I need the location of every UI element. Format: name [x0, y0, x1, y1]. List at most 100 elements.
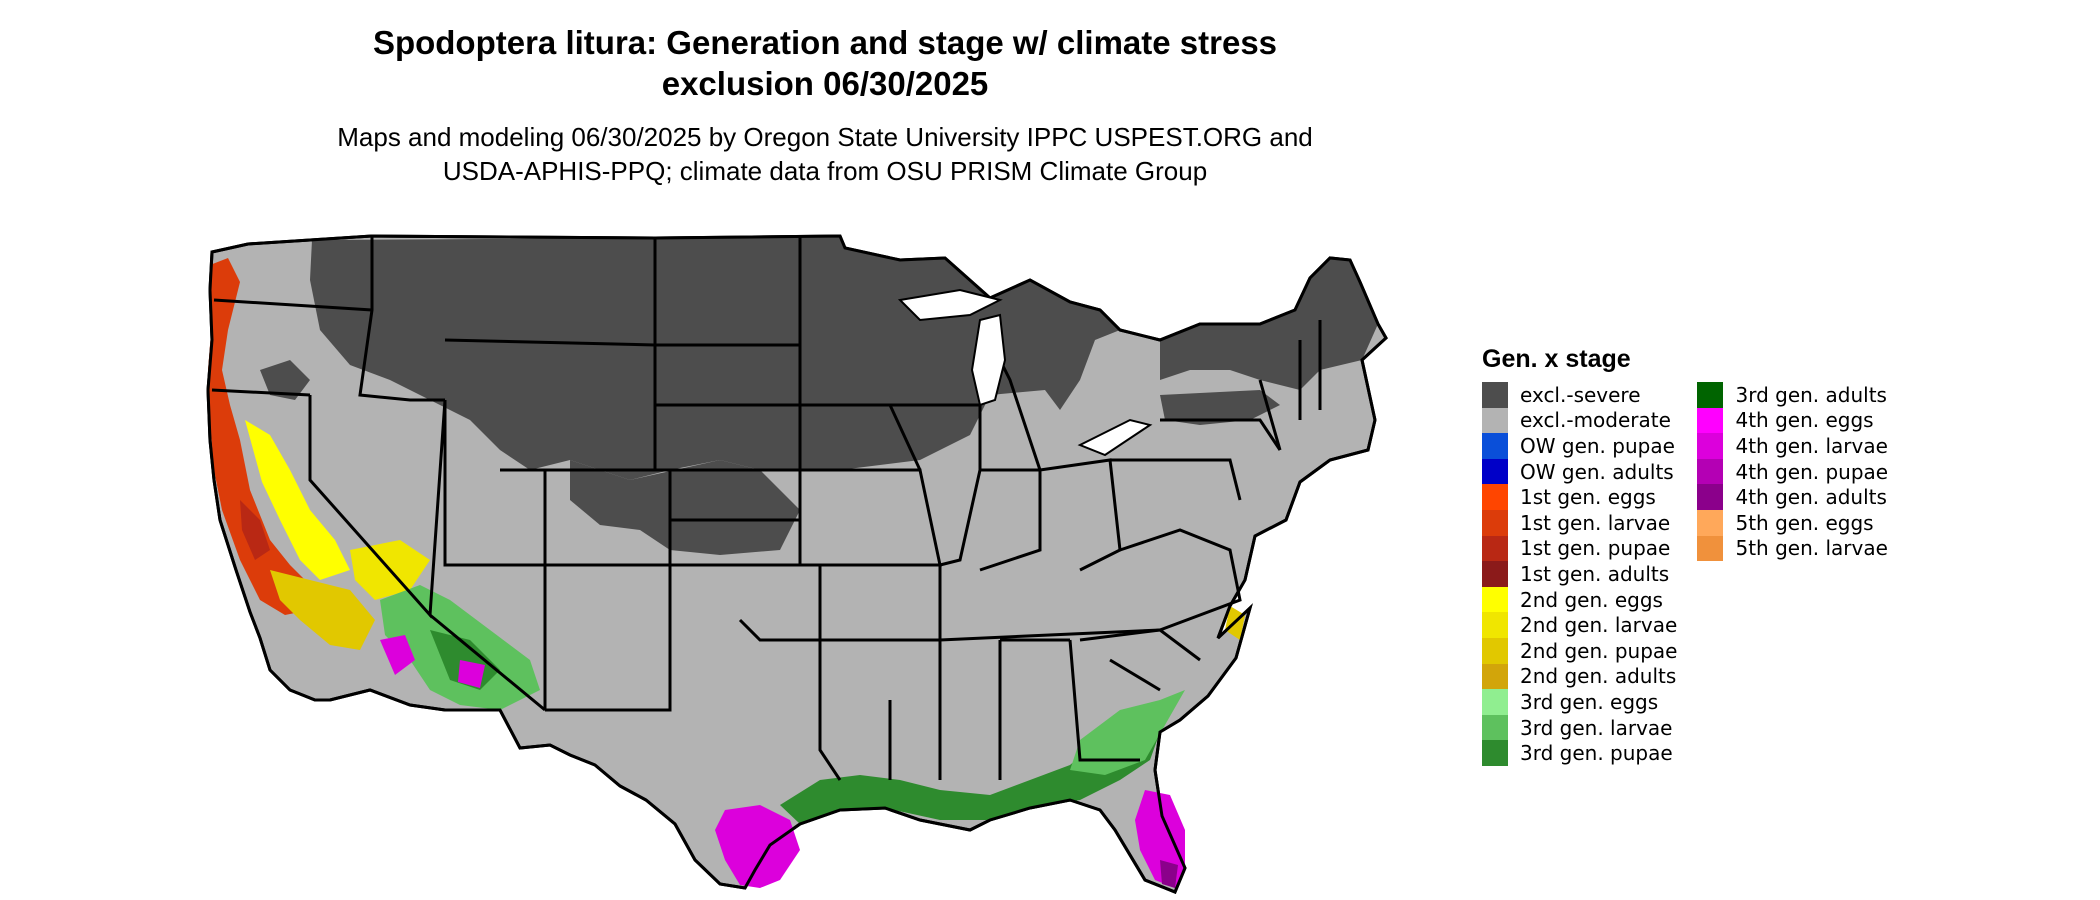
- legend-item: 3rd gen. larvae: [1482, 714, 1677, 741]
- border-az-nm: [429, 565, 547, 712]
- lake-superior: [897, 288, 1003, 322]
- legend-label: 3rd gen. adults: [1735, 382, 1887, 407]
- legend-item: 2nd gen. larvae: [1482, 612, 1677, 638]
- severe-central: [570, 460, 800, 555]
- legend-label: excl.-moderate: [1520, 408, 1671, 433]
- legend-swatch: [1697, 382, 1724, 408]
- legend-label: 2nd gen. larvae: [1520, 613, 1678, 638]
- border-id: [358, 236, 445, 402]
- legend-label: 3rd gen. eggs: [1520, 689, 1659, 714]
- map-title-line-2: exclusion 06/30/2025: [661, 65, 989, 102]
- border-tn: [939, 628, 1161, 642]
- severe-appalachian: [1160, 390, 1280, 425]
- legend-item: excl.-severe: [1482, 382, 1677, 408]
- legend-item: 2nd gen. pupae: [1482, 637, 1678, 664]
- border-or-ca: [211, 388, 311, 397]
- border-ms-al: [938, 638, 1070, 780]
- border-co: [545, 468, 672, 567]
- border-la: [818, 640, 892, 781]
- legend-label: 1st gen. adults: [1520, 561, 1670, 586]
- legend-item: excl.-moderate: [1482, 407, 1677, 434]
- legend-item: 5th gen. larvae: [1697, 535, 1888, 562]
- legend-swatch: [1482, 637, 1508, 664]
- legend-label: 2nd gen. adults: [1520, 664, 1677, 689]
- gen3-southeast: [1070, 690, 1185, 775]
- subtitle-line-1: Maps and modeling 06/30/2025 by Oregon S…: [337, 122, 1313, 152]
- legend-label: 4th gen. adults: [1735, 485, 1887, 510]
- legend-swatch: [1482, 407, 1508, 434]
- legend-swatch: [1482, 561, 1508, 587]
- legend-swatch: [1482, 586, 1508, 613]
- gen1-pacific-coast: [208, 258, 315, 615]
- legend-column-2: 3rd gen. adults 4th gen. eggs 4th gen. lar…: [1697, 382, 1888, 766]
- legend-item: 4th gen. pupae: [1697, 458, 1889, 485]
- border-pa-ny: [1110, 418, 1282, 501]
- legend-item: 2nd gen. eggs: [1482, 586, 1677, 613]
- gen3-gulf-band: [780, 720, 1160, 824]
- border-wa-or: [213, 298, 373, 312]
- legend-label: 3rd gen. pupae: [1520, 741, 1673, 766]
- legend-swatch: [1697, 484, 1724, 510]
- lake-michigan: [970, 313, 1007, 407]
- border-ga-fl: [1068, 639, 1140, 762]
- border-va-wv: [1119, 528, 1242, 632]
- legend-label: 4th gen. eggs: [1735, 408, 1874, 433]
- legend-label: 4th gen. pupae: [1735, 459, 1889, 484]
- border-nv: [308, 395, 447, 619]
- legend-item: OW gen. adults: [1482, 458, 1677, 485]
- legend-item: 3rd gen. adults: [1697, 382, 1888, 408]
- legend-label: 3rd gen. larvae: [1520, 715, 1673, 740]
- legend-swatch: [1482, 433, 1508, 459]
- gen2-southern-ca: [270, 570, 375, 650]
- legend-swatch: [1482, 714, 1508, 741]
- map-title-line-1: Spodoptera litura: Generation and stage …: [372, 24, 1278, 61]
- gen4-sw-patches: [380, 635, 485, 688]
- gen4-south-texas: [715, 805, 800, 888]
- legend-columns: excl.-severe excl.-moderate OW gen. pupae O…: [1482, 382, 1888, 766]
- legend-item: OW gen. pupae: [1482, 433, 1677, 459]
- legend-item: 1st gen. adults: [1482, 561, 1677, 587]
- legend-label: 5th gen. eggs: [1735, 510, 1874, 535]
- border-nm-tx: [545, 565, 672, 712]
- border-in-oh-ky: [979, 458, 1122, 572]
- legend-label: 1st gen. larvae: [1520, 510, 1671, 535]
- legend: Gen. x stage excl.-severe excl.-moderate O…: [1482, 342, 1888, 766]
- legend-label: 2nd gen. eggs: [1520, 587, 1663, 612]
- border-dakotas: [653, 238, 800, 470]
- legend-swatch: [1697, 509, 1724, 536]
- subtitle-line-2: USDA-APHIS-PPQ; climate data from OSU PR…: [442, 156, 1208, 186]
- severe-northeast: [1160, 258, 1378, 390]
- legend-label: 4th gen. larvae: [1735, 433, 1888, 458]
- legend-item: 1st gen. larvae: [1482, 509, 1677, 536]
- legend-label: 2nd gen. pupae: [1520, 638, 1678, 663]
- legend-label: 5th gen. larvae: [1735, 536, 1888, 561]
- legend-label: OW gen. pupae: [1520, 433, 1675, 458]
- legend-item: 3rd gen. eggs: [1482, 689, 1677, 715]
- legend-swatch: [1482, 663, 1508, 690]
- legend-item: 1st gen. eggs: [1482, 484, 1677, 510]
- legend-item: 4th gen. adults: [1697, 484, 1888, 510]
- state-borders: [211, 236, 1322, 781]
- legend-label: excl.-severe: [1520, 382, 1641, 407]
- legend-label: 1st gen. eggs: [1520, 485, 1656, 510]
- map-title-block: Spodoptera litura: Generation and stage …: [240, 22, 1410, 188]
- legend-item: 3rd gen. pupae: [1482, 740, 1677, 766]
- legend-swatch: [1482, 509, 1508, 536]
- us-map: [206, 234, 1388, 894]
- legend-swatch: [1482, 740, 1508, 766]
- legend-swatch: [1697, 535, 1724, 562]
- legend-swatch: [1482, 689, 1508, 715]
- legend-label: 1st gen. pupae: [1520, 536, 1671, 561]
- legend-swatch: [1482, 484, 1508, 510]
- legend-swatch: [1697, 458, 1724, 485]
- map-subtitle: Maps and modeling 06/30/2025 by Oregon S…: [240, 120, 1410, 188]
- gen4-adults-florida: [1160, 860, 1178, 888]
- legend-label: OW gen. adults: [1520, 459, 1674, 484]
- legend-swatch: [1697, 433, 1724, 459]
- gen2-central-valley: [245, 420, 350, 580]
- legend-item: 4th gen. larvae: [1697, 433, 1888, 459]
- legend-title: Gen. x stage: [1482, 345, 1631, 373]
- border-new-england: [1258, 320, 1322, 451]
- legend-swatch: [1482, 458, 1508, 485]
- lake-erie: [1077, 418, 1153, 457]
